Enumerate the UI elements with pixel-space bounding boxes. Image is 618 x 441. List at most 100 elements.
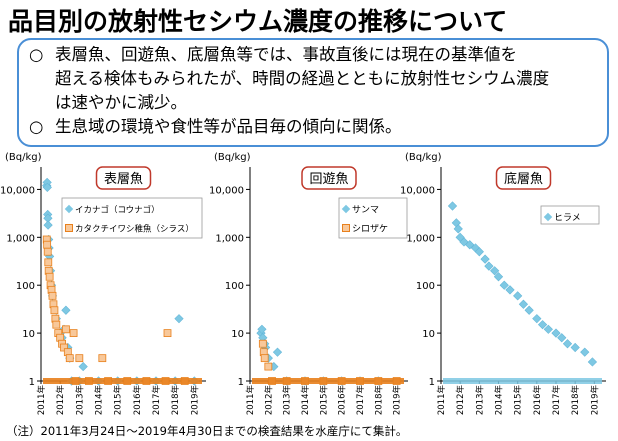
data-point — [447, 201, 458, 211]
summary-bullet-1: ○ 表層魚、回遊魚、底層魚等では、事故直後には現在の基準値を — [29, 43, 597, 67]
data-point — [260, 354, 269, 363]
y-tick-label: 10,000 — [0, 185, 35, 196]
legend-box — [540, 205, 600, 225]
footnote: （注）2011年3月24日～2019年4月30日までの検査結果を水産庁にて集計。 — [6, 424, 408, 438]
data-point — [480, 254, 490, 264]
series-1 — [447, 201, 598, 367]
x-tick-label: 2014年 — [494, 385, 505, 416]
detection-limit-band — [43, 378, 202, 384]
legend-label: カタクチイワシ稚魚（シラス） — [75, 224, 194, 235]
data-point — [42, 177, 52, 188]
x-tick-label: 2015年 — [318, 385, 329, 416]
x-tick-label: 2018年 — [570, 385, 581, 416]
data-point — [62, 325, 70, 334]
data-point — [174, 314, 184, 324]
y-unit-label: (Bq/kg) — [214, 152, 251, 163]
x-tick-label: 2011年 — [245, 385, 256, 416]
summary-text-2: 超える検体もみられたが、時間の経過とともに放射性セシウム濃度 — [55, 69, 550, 88]
data-point — [48, 291, 57, 300]
legend-label: サンマ — [352, 205, 379, 216]
summary-continuation-2: は速やかに減少。 — [29, 91, 597, 115]
detection-limit-band — [443, 378, 602, 384]
data-point — [562, 339, 573, 349]
data-point — [474, 247, 484, 257]
y-tick-label: 100 — [16, 281, 35, 292]
data-point — [61, 305, 71, 315]
chart-title: 回遊魚 — [309, 172, 348, 187]
x-tick-label: 2017年 — [355, 385, 366, 416]
y-tick-label: 1,000 — [215, 233, 244, 244]
data-point — [537, 320, 548, 330]
data-point — [493, 272, 504, 282]
charts-area: (Bq/kg) 1 10 100 1,000 10,000 2011年 2012年 2013年 2… — [0, 152, 606, 416]
x-tick-label: 2014年 — [94, 385, 105, 416]
data-point — [484, 261, 494, 271]
y-unit-label: (Bq/kg) — [5, 152, 42, 163]
x-tick-label: 2012年 — [263, 385, 274, 416]
data-point — [258, 339, 267, 348]
bullet-circle-icon: ○ — [29, 45, 44, 64]
x-tick-label: 2019年 — [189, 385, 200, 416]
x-tick-label: 2012年 — [55, 385, 66, 416]
summary-box: ○ 表層魚、回遊魚、底層魚等では、事故直後には現在の基準値を 超える検体もみられた… — [17, 38, 609, 147]
x-tick-label: 2011年 — [436, 385, 447, 416]
legend-label: シロザケ — [352, 224, 388, 235]
data-point — [50, 306, 59, 315]
x-tick-label: 2012年 — [455, 385, 466, 416]
chart-title-box — [95, 166, 152, 190]
y-tick-label: 10,000 — [209, 185, 244, 196]
y-tick-label: 100 — [225, 281, 244, 292]
slide-title: 品目別の放射性セシウム濃度の推移について — [8, 7, 508, 36]
x-tick-label: 2016年 — [532, 385, 543, 416]
summary-text-4: 生息域の環境や食性等が品目毎の傾向に関係。 — [55, 117, 402, 136]
data-point — [43, 220, 53, 230]
x-tick-label: 2014年 — [300, 385, 311, 416]
y-tick-label: 10 — [422, 329, 435, 340]
data-point — [453, 224, 463, 234]
y-tick-label: 10 — [22, 329, 35, 340]
data-point — [513, 291, 523, 301]
series-1 — [256, 324, 383, 386]
legend-label: イカナゴ（コウナゴ） — [75, 205, 160, 216]
data-point — [163, 329, 172, 338]
x-tick-label: 2016年 — [132, 385, 143, 416]
legend-marker-diamond — [341, 204, 351, 214]
data-point — [551, 328, 561, 338]
x-tick-label: 2015年 — [513, 385, 524, 416]
x-tick-label: 2018年 — [373, 385, 384, 416]
data-point — [543, 324, 553, 334]
x-tick-label: 2013年 — [74, 385, 85, 416]
data-point — [69, 329, 78, 338]
y-tick-label: 1 — [29, 377, 35, 388]
summary-continuation-1: 超える検体もみられたが、時間の経過とともに放射性セシウム濃度 — [29, 67, 597, 91]
detection-limit-band — [252, 378, 404, 384]
y-tick-label: 1 — [429, 377, 435, 388]
legend-marker-square — [342, 224, 350, 232]
data-point — [75, 354, 84, 363]
x-tick-label: 2017年 — [551, 385, 562, 416]
data-point — [505, 285, 515, 295]
data-point — [264, 362, 273, 371]
data-point — [44, 258, 53, 267]
data-point — [490, 266, 500, 276]
data-point — [65, 354, 74, 363]
x-tick-label: 2019年 — [392, 385, 403, 416]
chart-title: 底層魚 — [504, 171, 543, 187]
data-point — [532, 314, 542, 324]
data-point — [52, 320, 61, 329]
x-tick-label: 2019年 — [589, 385, 600, 416]
x-tick-label: 2015年 — [113, 385, 124, 416]
y-tick-label: 10 — [231, 329, 244, 340]
chart-panel-3: (Bq/kg) 1 10 100 1,000 10,000 2011年 2012年 2013年 2… — [400, 152, 606, 415]
data-point — [580, 347, 590, 357]
x-tick-label: 2013年 — [282, 385, 293, 416]
data-point — [524, 305, 534, 315]
data-point — [43, 240, 52, 249]
y-tick-label: 1 — [238, 377, 244, 388]
y-unit-label: (Bq/kg) — [405, 152, 442, 163]
summary-bullet-2: ○ 生息域の環境や食性等が品目毎の傾向に関係。 — [29, 115, 597, 139]
x-tick-label: 2013年 — [474, 385, 485, 416]
series-2 — [258, 339, 401, 385]
y-tick-label: 10,000 — [400, 185, 435, 196]
y-tick-label: 1,000 — [406, 233, 435, 244]
